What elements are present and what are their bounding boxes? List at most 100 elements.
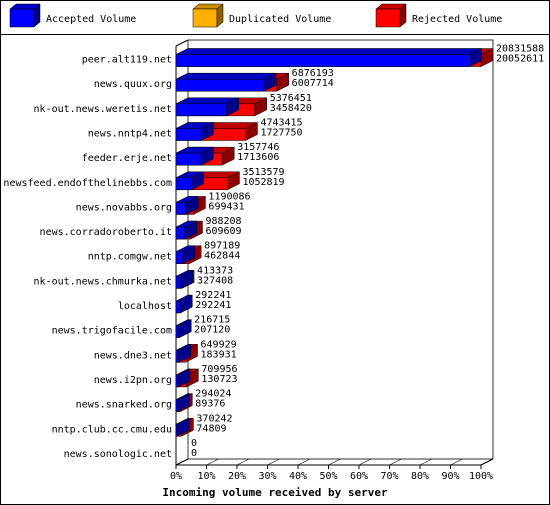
x-tick-label: 60%: [350, 471, 368, 482]
legend-swatch-side: [216, 3, 224, 28]
offered-label: 0: [191, 438, 197, 449]
rejected-bar-side: [227, 171, 240, 191]
floor-tick: [297, 458, 311, 466]
legend-swatch-side: [399, 3, 407, 28]
accepted-label: 327408: [197, 275, 233, 286]
floor-tick: [358, 458, 372, 466]
offered-label: 294024: [195, 389, 231, 400]
accepted-bar-top: [175, 48, 482, 55]
accepted-label: 89376: [195, 399, 225, 410]
wall-edge: [175, 39, 189, 47]
accepted-label: 1052819: [242, 177, 284, 188]
floor-tick: [480, 458, 494, 466]
accepted-bar: [175, 226, 186, 240]
accepted-bar-side: [191, 171, 204, 191]
y-tick-label: news.novabbs.org: [76, 202, 172, 213]
accepted-bar: [175, 300, 181, 314]
accepted-bar-side: [180, 269, 194, 289]
accepted-bar-side: [182, 245, 196, 265]
y-tick-label: news.quux.org: [94, 79, 172, 90]
accepted-bar-side: [201, 122, 214, 141]
accepted-bar-side: [177, 393, 190, 413]
x-tick-label: 100%: [469, 471, 493, 482]
accepted-bar: [175, 251, 184, 264]
floor-tick: [175, 458, 189, 466]
y-tick-label: news.nntp4.net: [88, 128, 172, 139]
accepted-label: 462844: [204, 251, 240, 262]
accepted-bar-side: [185, 196, 199, 215]
y-tick-label: newsfeed.endofthelinebbs.com: [3, 178, 172, 189]
offered-label: 988208: [205, 216, 241, 227]
offered-label: 216715: [194, 315, 230, 326]
x-tick-label: 0%: [170, 471, 182, 482]
legend-swatch: [9, 8, 35, 28]
rejected-bar-side: [254, 97, 267, 117]
y-tick-label: nk-out.news.weretis.net: [34, 104, 172, 115]
accepted-bar-side: [180, 294, 193, 314]
accepted-bar-side: [176, 417, 190, 437]
y-tick-label: news.dne3.net: [94, 350, 172, 361]
accepted-label: 183931: [201, 349, 237, 360]
x-axis-title: Incoming volume received by server: [162, 486, 388, 499]
x-tick-label: 40%: [289, 471, 307, 482]
accepted-label: 609609: [205, 226, 241, 237]
y-tick-label: news.i2pn.org: [94, 375, 172, 386]
offered-label: 3157746: [237, 142, 279, 153]
x-tick-label: 50%: [319, 471, 337, 482]
accepted-bar: [175, 54, 470, 67]
y-tick-label: nntp.club.cc.cmu.edu: [52, 424, 172, 435]
x-tick-label: 10%: [197, 471, 215, 482]
x-tick-label: 20%: [228, 471, 246, 482]
accepted-label: 1713606: [237, 152, 279, 163]
offered-label: 3513579: [242, 167, 284, 178]
accepted-label: 0: [191, 448, 197, 459]
legend-label: Duplicated Volume: [229, 14, 331, 25]
offered-label: 649929: [201, 339, 237, 350]
accepted-bar-side: [263, 72, 277, 92]
floor-tick: [419, 458, 433, 466]
offered-label: 5376451: [270, 93, 312, 104]
accepted-bar: [175, 177, 192, 191]
offered-label: 20831588: [496, 44, 544, 55]
offered-label: 897189: [204, 241, 240, 252]
y-tick-label: news.trigofacile.com: [52, 326, 172, 337]
y-tick-label: localhost: [118, 301, 172, 312]
accepted-bar: [175, 128, 202, 141]
accepted-label: 1727750: [260, 127, 302, 138]
offered-label: 709956: [201, 364, 237, 375]
x-tick-label: 90%: [441, 471, 459, 482]
legend-label: Accepted Volume: [46, 14, 136, 25]
rejected-bar-side: [245, 122, 258, 141]
floor-tick: [206, 458, 219, 466]
accepted-label: 74809: [196, 423, 226, 434]
accepted-bar: [175, 152, 202, 166]
accepted-bar: [175, 374, 179, 388]
x-tick-label: 80%: [411, 471, 429, 482]
floor-tick: [328, 458, 341, 466]
floor-tick: [389, 458, 402, 466]
accepted-label: 130723: [201, 374, 237, 385]
offered-label: 370242: [196, 413, 232, 424]
floor-tick: [236, 458, 250, 466]
y-tick-label: feeder.erje.net: [82, 153, 172, 164]
accepted-bar-side: [177, 368, 191, 388]
accepted-label: 207120: [194, 325, 230, 336]
accepted-bar-side: [200, 146, 214, 166]
accepted-bar: [175, 202, 187, 215]
y-tick-label: news.sonologic.net: [64, 449, 172, 460]
accepted-label: 699431: [208, 201, 244, 212]
x-tick-label: 70%: [380, 471, 398, 482]
y-tick-label: peer.alt119.net: [82, 55, 172, 66]
accepted-bar-side: [178, 343, 191, 363]
y-tick-label: news.corradoroberto.it: [40, 227, 172, 238]
legend-swatch: [375, 8, 401, 28]
accepted-bar: [175, 325, 180, 338]
y-tick-label: nntp.comgw.net: [88, 252, 172, 263]
offered-label: 1190086: [208, 191, 250, 202]
legend-swatch: [192, 8, 218, 28]
legend-swatch-side: [33, 3, 41, 28]
accepted-bar: [175, 276, 182, 289]
offered-label: 4743415: [260, 117, 302, 128]
accepted-label: 292241: [195, 300, 231, 311]
